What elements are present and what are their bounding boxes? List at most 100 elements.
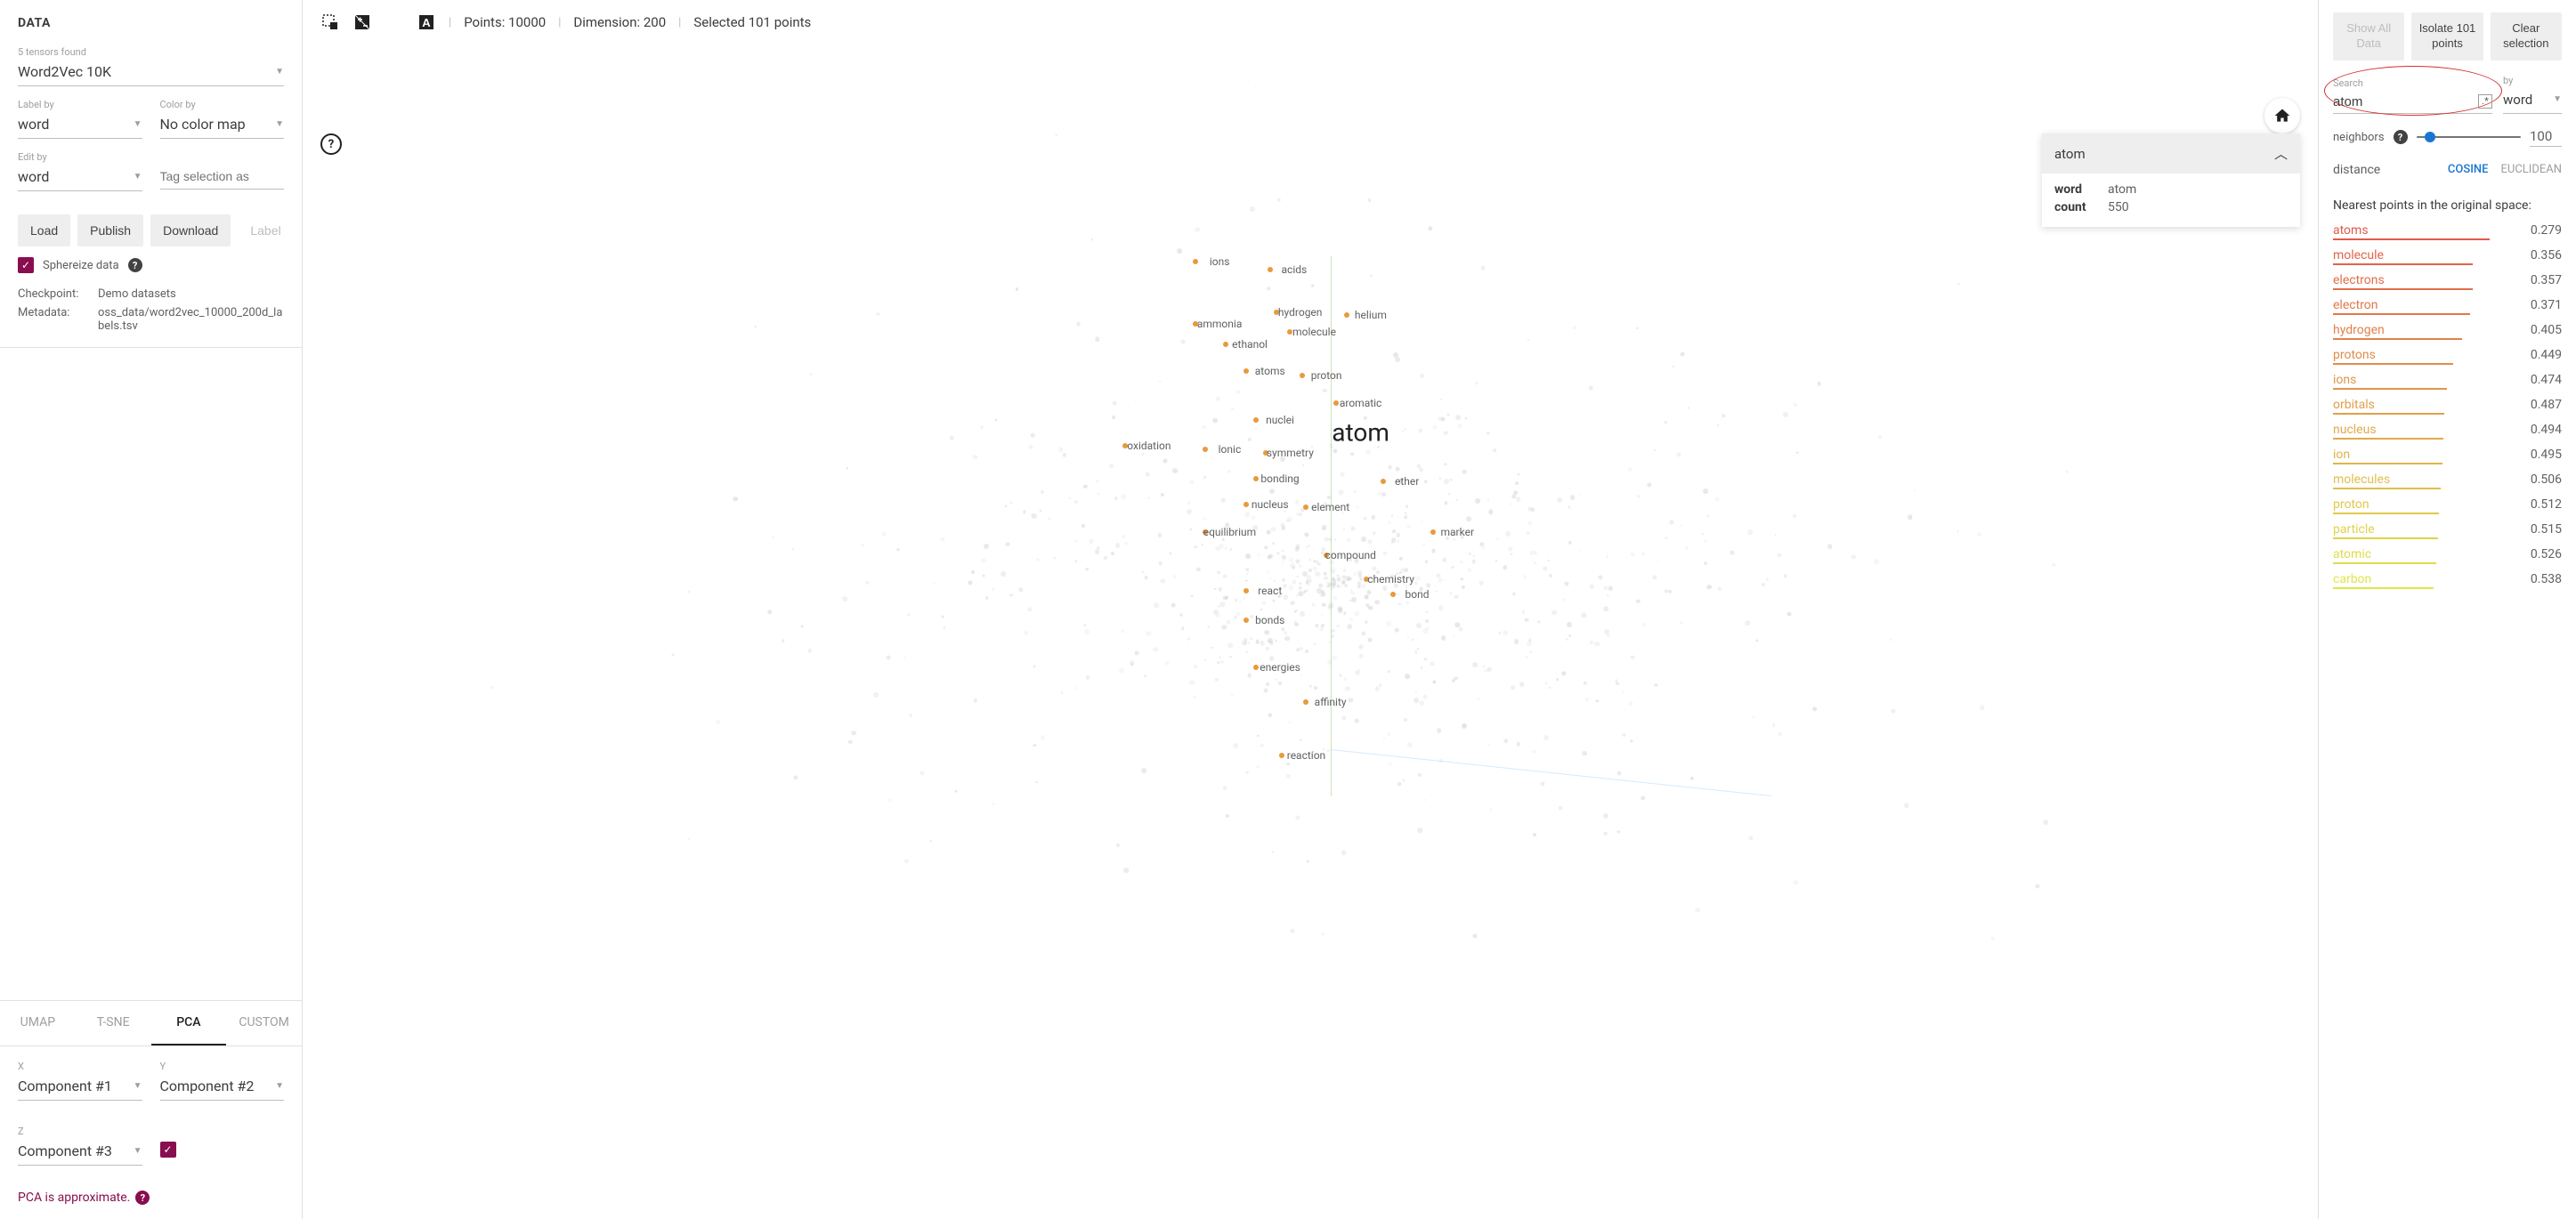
data-section: DATA 5 tensors found Word2Vec 10K ▼ Labe… xyxy=(0,0,302,348)
checkpoint-value: Demo datasets xyxy=(98,287,284,301)
help-icon[interactable]: ? xyxy=(320,133,342,155)
color-by-value: No color map xyxy=(160,116,276,133)
scatter-label: atoms xyxy=(1255,365,1285,377)
scatter-label: compound xyxy=(1325,549,1376,561)
tab-custom[interactable]: CUSTOM xyxy=(226,1001,302,1045)
nearest-list: atoms0.279 molecule0.356 electrons0.357 ele… xyxy=(2333,223,2562,586)
search-label: Search xyxy=(2333,77,2492,89)
label-by-value: word xyxy=(18,116,134,133)
regex-toggle[interactable]: .* xyxy=(2478,94,2492,109)
clear-selection-button[interactable]: Clear selection xyxy=(2491,12,2562,61)
metadata-key: Metadata: xyxy=(18,306,89,333)
scatter-label: molecule xyxy=(1292,326,1336,338)
help-icon[interactable]: ? xyxy=(128,258,142,272)
nearest-item[interactable]: orbitals0.487 xyxy=(2333,398,2562,412)
edit-by-select[interactable]: word ▼ xyxy=(18,165,142,191)
pca-z-checkbox[interactable]: ✓ xyxy=(160,1142,176,1158)
scatter-label: nucleus xyxy=(1252,498,1289,511)
scatter-label: equilibrium xyxy=(1203,526,1256,538)
label-by-select[interactable]: word ▼ xyxy=(18,112,142,139)
nearest-item[interactable]: electrons0.357 xyxy=(2333,273,2562,287)
nearest-title: Nearest points in the original space: xyxy=(2333,198,2562,213)
night-mode-icon[interactable] xyxy=(385,12,404,32)
publish-button[interactable]: Publish xyxy=(77,214,143,246)
caret-icon: ▼ xyxy=(275,119,284,129)
caret-icon: ▼ xyxy=(2553,94,2562,104)
distance-euclidean[interactable]: EUCLIDEAN xyxy=(2501,163,2563,176)
chevron-up-icon[interactable]: ︿ xyxy=(2274,144,2288,163)
nearest-item[interactable]: particle0.515 xyxy=(2333,522,2562,537)
scatter-label: chemistry xyxy=(1367,573,1414,585)
nearest-item[interactable]: protons0.449 xyxy=(2333,348,2562,362)
caret-icon: ▼ xyxy=(275,1081,284,1091)
isolate-button[interactable]: Isolate 101 points xyxy=(2411,12,2483,61)
pca-section: X Component #1 ▼ Y Component #2 ▼ Z Comp… xyxy=(0,1046,302,1219)
nearest-item[interactable]: molecules0.506 xyxy=(2333,472,2562,487)
scatter-label: aromatic xyxy=(1340,397,1382,409)
load-button[interactable]: Load xyxy=(18,214,70,246)
scatter-label: ions xyxy=(1210,255,1230,268)
scatter-label: bonds xyxy=(1255,614,1284,626)
scatter-label: ammonia xyxy=(1197,318,1243,330)
nearest-item[interactable]: atoms0.279 xyxy=(2333,223,2562,238)
exposure-icon[interactable] xyxy=(352,12,372,32)
help-icon[interactable]: ? xyxy=(2394,130,2408,144)
nearest-item[interactable]: electron0.371 xyxy=(2333,298,2562,312)
by-value: word xyxy=(2503,92,2553,108)
nearest-item[interactable]: carbon0.538 xyxy=(2333,572,2562,586)
data-title: DATA xyxy=(18,16,284,30)
scatter-label: affinity xyxy=(1315,696,1347,708)
text-a-icon[interactable]: A xyxy=(417,12,436,32)
nearest-item[interactable]: nucleus0.494 xyxy=(2333,423,2562,437)
nearest-item[interactable]: hydrogen0.405 xyxy=(2333,323,2562,337)
pca-x-select[interactable]: Component #1 ▼ xyxy=(18,1074,142,1101)
neighbors-value[interactable]: 100 xyxy=(2530,128,2562,147)
scatter-label: proton xyxy=(1311,369,1342,382)
tag-input[interactable] xyxy=(160,164,285,190)
color-by-select[interactable]: No color map ▼ xyxy=(160,112,285,139)
scatter-label: helium xyxy=(1355,309,1387,321)
home-button[interactable] xyxy=(2264,98,2300,133)
tab-umap[interactable]: UMAP xyxy=(0,1001,76,1045)
nearest-item[interactable]: ion0.495 xyxy=(2333,448,2562,462)
help-icon[interactable]: ? xyxy=(135,1191,150,1205)
sphereize-checkbox[interactable]: ✓ xyxy=(18,257,34,273)
pca-z-select[interactable]: Component #3 ▼ xyxy=(18,1139,142,1166)
scatter-label: acids xyxy=(1282,263,1308,276)
search-input[interactable] xyxy=(2333,91,2492,114)
scatter-label: bond xyxy=(1405,588,1429,601)
scatter-main-label: atom xyxy=(1332,417,1389,447)
caret-icon: ▼ xyxy=(134,172,142,182)
distance-options: COSINE EUCLIDEAN xyxy=(2448,163,2562,176)
scatter-label: bonding xyxy=(1260,472,1299,485)
tensor-select[interactable]: Word2Vec 10K ▼ xyxy=(18,60,284,86)
nearest-item[interactable]: ions0.474 xyxy=(2333,373,2562,387)
tab-t-sne[interactable]: T-SNE xyxy=(76,1001,151,1045)
nearest-item[interactable]: molecule0.356 xyxy=(2333,248,2562,262)
edit-by-caption: Edit by xyxy=(18,151,142,163)
nearest-item[interactable]: proton0.512 xyxy=(2333,497,2562,512)
svg-text:A: A xyxy=(422,16,431,29)
caret-icon: ▼ xyxy=(134,1081,142,1091)
caret-icon: ▼ xyxy=(134,119,142,129)
edit-by-value: word xyxy=(18,168,134,185)
separator: | xyxy=(678,16,681,29)
by-select[interactable]: word ▼ xyxy=(2503,88,2562,114)
tab-pca[interactable]: PCA xyxy=(151,1001,227,1045)
hover-word-value: atom xyxy=(2108,182,2136,197)
pca-y-select[interactable]: Component #2 ▼ xyxy=(160,1074,285,1101)
right-panel: Show All Data Isolate 101 points Clear s… xyxy=(2318,0,2576,1219)
nearest-item[interactable]: atomic0.526 xyxy=(2333,547,2562,561)
hover-count-value: 550 xyxy=(2108,200,2129,214)
distance-cosine[interactable]: COSINE xyxy=(2448,163,2489,176)
pca-x-label: X xyxy=(18,1061,142,1072)
neighbors-slider[interactable] xyxy=(2417,136,2521,138)
center-panel: A | Points: 10000 | Dimension: 200 | Sel… xyxy=(303,0,2318,1219)
hover-card: atom ︿ wordatom count550 xyxy=(2042,133,2300,227)
label-by-caption: Label by xyxy=(18,99,142,110)
pca-z-label: Z xyxy=(18,1126,142,1137)
download-button[interactable]: Download xyxy=(150,214,231,246)
hover-count-key: count xyxy=(2054,200,2099,214)
select-rect-icon[interactable] xyxy=(320,12,340,32)
scatter-area[interactable]: ? ionsacidshydrogenheliumammoniamolecule… xyxy=(303,44,2318,1219)
